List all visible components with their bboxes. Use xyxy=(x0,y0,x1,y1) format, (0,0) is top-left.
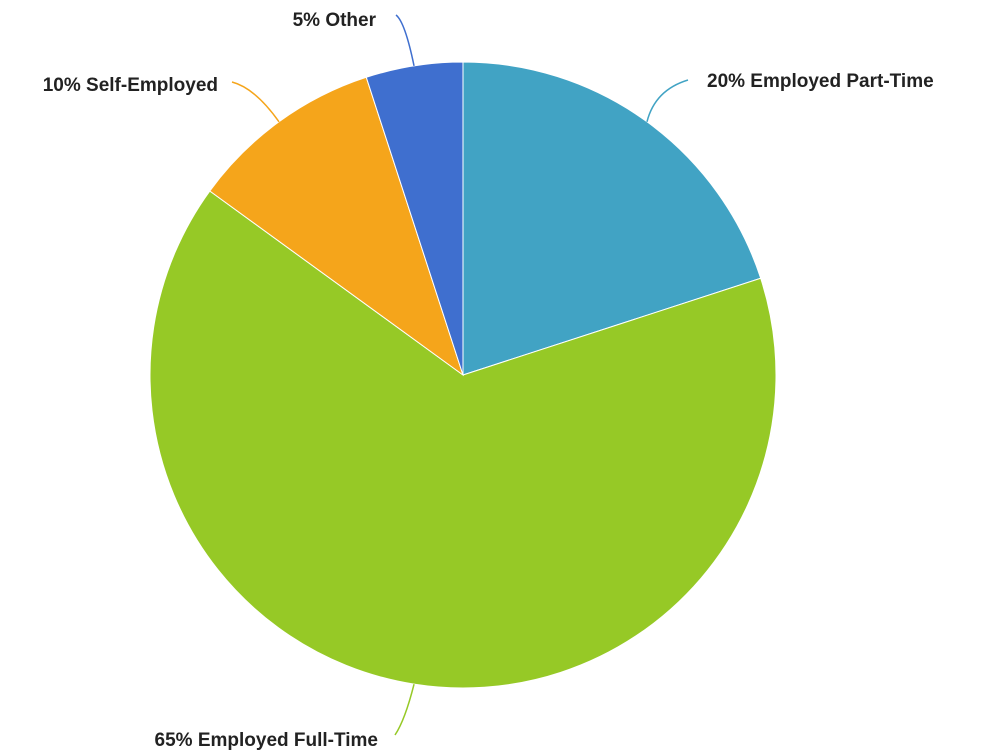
slice-label-employed-part-time: 20% Employed Part-Time xyxy=(707,71,934,92)
slice-label-self-employed: 10% Self-Employed xyxy=(43,75,218,96)
pie-slices xyxy=(149,61,777,689)
pie-slice-employed-full-time xyxy=(149,190,777,689)
leader-lines xyxy=(231,14,689,736)
pie-slice-employed-part-time xyxy=(462,61,762,376)
leader-line-other xyxy=(395,14,415,67)
leader-line-employed-full-time xyxy=(394,683,415,736)
pie-slice-other xyxy=(365,61,464,376)
slice-label-other: 5% Other xyxy=(293,10,377,31)
slice-labels: 20% Employed Part-Time 65% Employed Full-… xyxy=(43,10,934,751)
slice-label-employed-full-time: 65% Employed Full-Time xyxy=(155,730,378,751)
leader-line-self-employed xyxy=(231,81,280,123)
leader-line-employed-part-time xyxy=(646,79,689,122)
pie-slice-self-employed xyxy=(209,76,464,377)
